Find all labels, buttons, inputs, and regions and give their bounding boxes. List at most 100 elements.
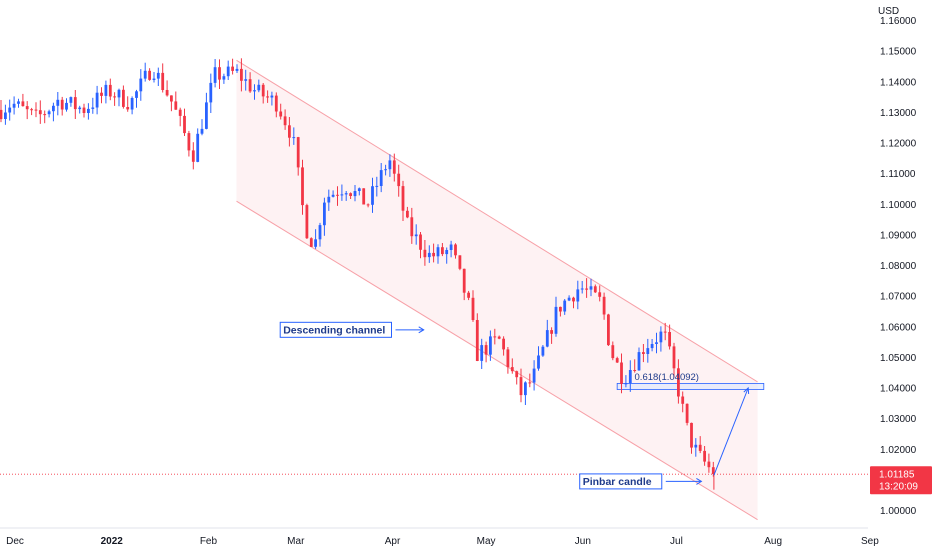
candle-body: [292, 137, 296, 139]
y-tick-label: 1.00000: [880, 506, 917, 517]
candle-body: [414, 234, 418, 237]
candle-body: [668, 332, 671, 347]
candle-body: [357, 188, 361, 191]
candle: [38, 100, 42, 124]
candle: [537, 346, 540, 371]
candle: [445, 247, 449, 264]
candle: [524, 381, 527, 405]
candle: [108, 78, 112, 101]
candle: [113, 92, 116, 106]
candle: [257, 79, 261, 93]
candle: [694, 438, 698, 457]
candle: [161, 63, 165, 93]
candle-body: [427, 252, 431, 258]
descending-channel: [236, 59, 758, 521]
candle-body: [406, 210, 409, 218]
candle: [196, 128, 200, 163]
candle-body: [611, 345, 615, 359]
candle: [143, 62, 147, 82]
candle: [703, 446, 706, 466]
candle-body: [244, 79, 248, 81]
candle: [117, 88, 121, 107]
candle-body: [288, 125, 291, 138]
candle: [423, 240, 427, 266]
candle-body: [318, 225, 322, 240]
x-tick-label: Sep: [861, 536, 879, 547]
candle-body: [266, 96, 269, 98]
candle: [467, 290, 470, 301]
channel-lower-line: [236, 200, 758, 521]
candle: [78, 105, 82, 114]
candle-body: [659, 331, 663, 343]
candle: [314, 229, 317, 249]
candle-body: [60, 99, 64, 110]
annotation-pinbar: Pinbar candle: [579, 473, 703, 490]
candle-body: [69, 97, 73, 103]
candle: [156, 67, 160, 86]
candle-body: [56, 99, 60, 106]
candle: [296, 136, 300, 176]
annotations: Descending channel 0.618(1.04092) Pinbar c…: [279, 321, 703, 490]
candle-body: [336, 194, 339, 196]
candle-body: [628, 370, 632, 384]
x-tick-label: Feb: [200, 536, 218, 547]
candle-body: [261, 84, 265, 97]
candle: [4, 104, 7, 125]
candle-body: [17, 101, 20, 104]
candle: [642, 344, 645, 363]
candle-body: [279, 111, 283, 117]
candle-body: [344, 193, 348, 195]
candle: [388, 154, 392, 177]
candle-body: [646, 348, 650, 354]
candle: [628, 360, 632, 392]
candle: [611, 341, 615, 361]
candle: [576, 280, 580, 310]
candle: [213, 59, 217, 88]
candle: [43, 110, 47, 124]
candle-body: [580, 288, 584, 290]
candle: [336, 186, 339, 206]
projection-arrow: [713, 386, 750, 476]
candle-body: [270, 95, 274, 98]
candle-body: [349, 193, 352, 196]
candle: [183, 108, 186, 136]
candle-body: [711, 467, 715, 474]
candle-body: [65, 102, 68, 110]
y-tick-label: 1.16000: [880, 16, 917, 27]
x-tick-label: Mar: [287, 536, 305, 547]
candle-body: [371, 186, 374, 205]
candle-body: [462, 268, 466, 293]
candle-body: [436, 247, 440, 257]
candle-body: [4, 112, 7, 119]
candle-body: [21, 101, 25, 107]
candle-body: [458, 255, 462, 269]
candle: [274, 92, 278, 118]
candle: [371, 177, 374, 213]
candle: [559, 306, 562, 317]
candle: [0, 100, 3, 123]
candle-body: [563, 300, 567, 312]
candle: [410, 207, 414, 244]
candle-body: [283, 116, 287, 126]
candle: [25, 101, 29, 120]
candle: [690, 422, 693, 454]
candle-body: [607, 314, 610, 346]
candle-body: [432, 252, 435, 257]
candle-body: [572, 297, 575, 302]
candle-body: [130, 98, 134, 110]
candle-body: [340, 194, 344, 196]
candle-body: [419, 234, 422, 250]
candle: [340, 184, 344, 201]
candle: [240, 58, 243, 92]
time-axis[interactable]: Dec 2022 Feb Mar Apr May Jun Jul Aug Sep: [0, 527, 879, 547]
candle-body: [502, 338, 505, 350]
candle: [283, 109, 287, 130]
pinbar-arrow-head: [696, 477, 703, 485]
candle-body: [122, 89, 125, 107]
candle-body: [484, 345, 488, 355]
candle: [554, 296, 558, 337]
candle-body: [449, 244, 453, 250]
candle-body: [681, 396, 685, 404]
